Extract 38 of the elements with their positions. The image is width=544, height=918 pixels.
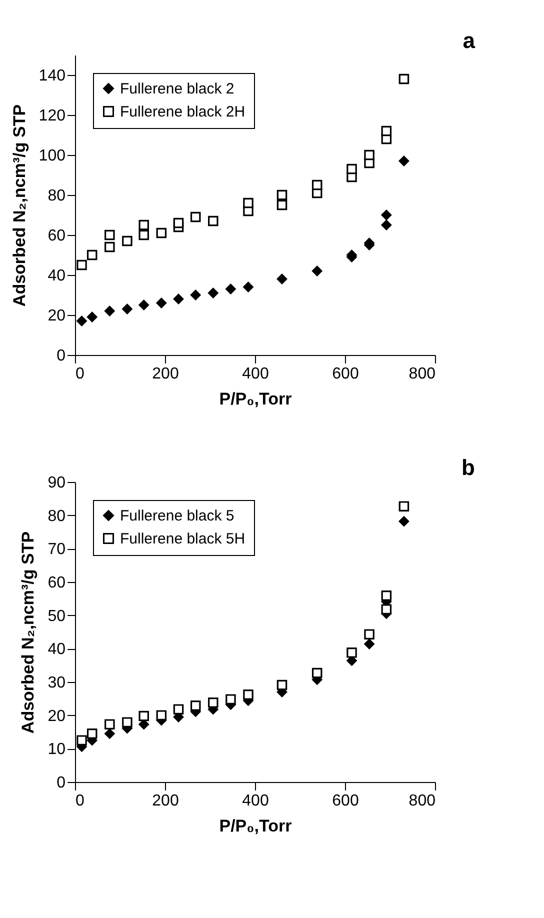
y-tick-label: 90 [48, 474, 66, 492]
x-tick-label: 400 [242, 792, 269, 810]
y-tick-label: 0 [56, 348, 66, 364]
x-tick-label: 400 [242, 366, 269, 382]
x-tick-label: 600 [332, 792, 359, 810]
legend-label: Fullerene black 2 [120, 80, 234, 98]
x-axis-title: P/P₀,Torr [219, 390, 292, 408]
y-tick-label: 60 [48, 228, 66, 244]
x-tick-label: 200 [152, 792, 179, 810]
x-tick-label: 200 [152, 366, 179, 382]
x-tick-label: 800 [408, 792, 436, 810]
y-tick-label: 10 [48, 741, 66, 758]
x-tick-label: 0 [76, 366, 84, 382]
y-tick-label: 140 [38, 68, 66, 84]
y-tick-label: 0 [56, 774, 66, 792]
legend-label: Fullerene black 2H [120, 104, 246, 120]
x-tick-label: 0 [76, 792, 84, 810]
x-tick-label: 800 [408, 366, 436, 382]
y-tick-label: 40 [48, 641, 66, 658]
y-tick-label: 80 [48, 508, 66, 525]
x-axis-title: P/P₀,Torr [219, 816, 292, 836]
y-tick-label: 60 [48, 574, 66, 592]
x-tick-label: 600 [332, 366, 359, 382]
legend-label: Fullerene black 5H [120, 530, 246, 548]
text: b [462, 455, 475, 480]
y-tick-label: 120 [38, 108, 66, 124]
y-tick-label: 80 [48, 188, 66, 204]
text: a [462, 28, 476, 53]
y-axis-title: Adsorbed N₂,ncm³/g STP [18, 531, 38, 734]
y-tick-label: 70 [48, 541, 66, 558]
y-tick-label: 20 [48, 708, 66, 725]
y-tick-label: 100 [38, 148, 66, 164]
legend-label: Fullerene black 5 [120, 508, 234, 524]
y-tick-label: 20 [48, 308, 66, 324]
y-tick-label: 50 [48, 608, 66, 625]
y-axis-title: Adsorbed N₂,ncm³/g STP [10, 104, 29, 307]
y-tick-label: 30 [48, 674, 66, 692]
y-tick-label: 40 [48, 268, 66, 284]
